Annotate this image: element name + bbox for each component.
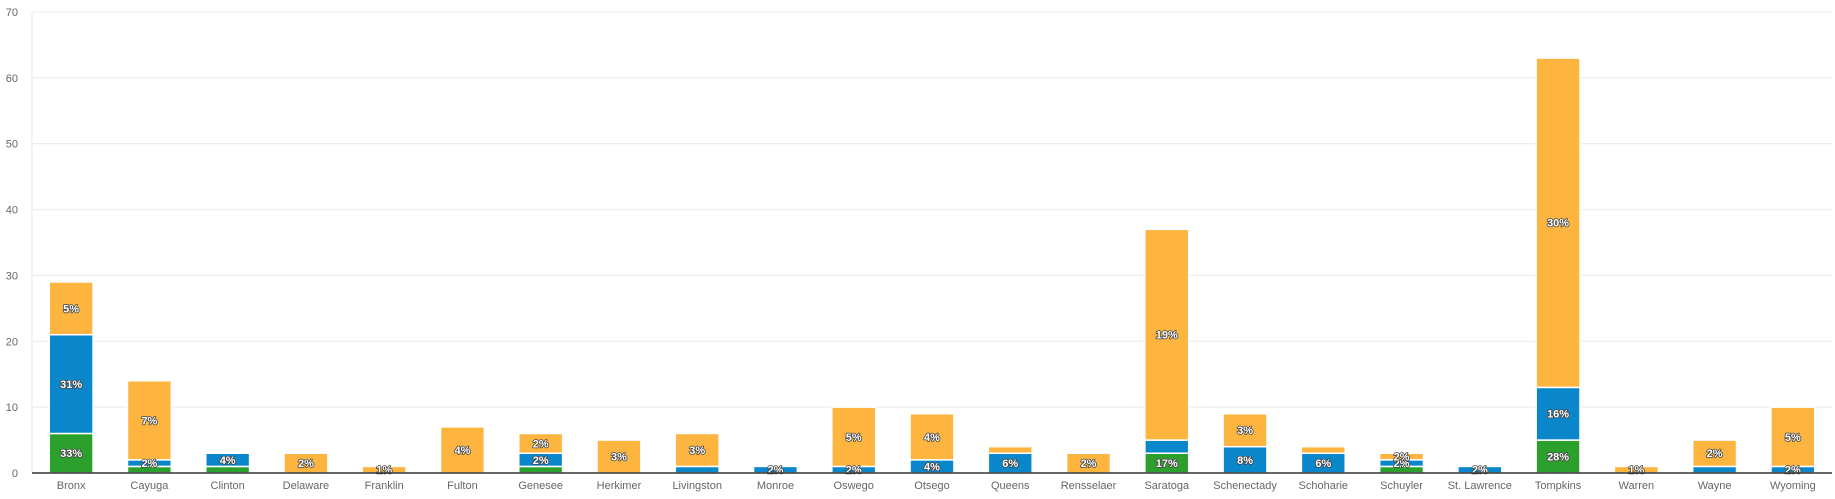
axes: 0 10 20 30 40 50 60 70 Bronx Cayuga Clinton Delawar… xyxy=(6,7,1832,492)
x-tick-label: Otsego xyxy=(914,480,949,492)
y-tick-label: 10 xyxy=(6,402,18,414)
bar-segment-tompkins-s2[interactable] xyxy=(1535,57,1581,389)
x-tick-label: Schoharie xyxy=(1299,480,1349,492)
bar-segment-wyoming-s2[interactable] xyxy=(1770,406,1816,468)
bar-segment-genesee-s2[interactable] xyxy=(518,432,564,454)
data-label: 2% xyxy=(846,465,862,477)
data-label: 2% xyxy=(1394,452,1410,464)
data-label: 8% xyxy=(1237,455,1253,467)
bar-segment-schuyler-s2[interactable] xyxy=(1378,452,1425,461)
data-label: 30% xyxy=(1547,218,1569,230)
data-label: 5% xyxy=(63,303,79,315)
bar-segment-herkimer-s2[interactable] xyxy=(596,439,642,474)
data-label: 7% xyxy=(141,415,157,427)
data-label: 2% xyxy=(533,438,549,450)
bar-segment-bronx-s2[interactable] xyxy=(48,281,94,336)
x-tick-label: St. Lawrence xyxy=(1448,480,1512,492)
bar-segment-oswego-s2[interactable] xyxy=(831,406,877,468)
x-tick-label: Bronx xyxy=(57,480,86,492)
data-label: 4% xyxy=(924,432,940,444)
x-tick-label: Genesee xyxy=(518,480,563,492)
x-tick-label: Herkimer xyxy=(597,480,642,492)
y-tick-label: 70 xyxy=(6,7,18,19)
data-label: 2% xyxy=(533,455,549,467)
data-label: 28% xyxy=(1547,452,1569,464)
data-label: 3% xyxy=(689,445,705,457)
bar-segment-cayuga-s2[interactable] xyxy=(126,380,173,461)
data-label: 2% xyxy=(1707,448,1723,460)
data-label: 2% xyxy=(1785,465,1801,477)
bars xyxy=(48,57,1816,474)
x-tick-label: Clinton xyxy=(211,480,245,492)
x-tick-label: Franklin xyxy=(365,480,404,492)
data-label: 3% xyxy=(1237,425,1253,437)
x-tick-label: Oswego xyxy=(834,480,874,492)
bar-segment-livingston-s1[interactable] xyxy=(674,465,720,474)
x-tick-label: Saratoga xyxy=(1144,480,1190,492)
bar-segment-bronx-s1[interactable] xyxy=(48,333,94,435)
x-tick-label: Rensselaer xyxy=(1061,480,1117,492)
bar-segment-queens-s2[interactable] xyxy=(987,445,1033,454)
data-label: 4% xyxy=(924,461,940,473)
data-label: 2% xyxy=(1394,458,1410,470)
data-label: 2% xyxy=(1472,465,1488,477)
x-tick-label: Cayuga xyxy=(130,480,169,492)
x-tick-label: Schenectady xyxy=(1213,480,1277,492)
y-tick-label: 40 xyxy=(6,205,18,217)
y-tick-label: 60 xyxy=(6,73,18,85)
data-label: 3% xyxy=(611,452,627,464)
bar-segment-livingston-s2[interactable] xyxy=(674,432,720,468)
x-tick-label: Livingston xyxy=(672,480,722,492)
data-label: 1% xyxy=(376,465,392,477)
x-tick-label: Wayne xyxy=(1698,480,1732,492)
data-labels: 33%31%5%2%7%4% 2%1%4%2%2%3%3%2% 2%5%4%4%6%… xyxy=(59,217,1802,478)
x-tick-label: Wyoming xyxy=(1770,480,1816,492)
data-label: 4% xyxy=(220,455,236,467)
data-label: 2% xyxy=(1081,458,1097,470)
x-tick-label: Fulton xyxy=(447,480,478,492)
bar-segment-genesee-s0[interactable] xyxy=(518,465,564,474)
bar-segment-fulton-s2[interactable] xyxy=(439,426,486,474)
bar-segment-otsego-s2[interactable] xyxy=(909,412,955,461)
data-label: 33% xyxy=(60,448,82,460)
data-label: 2% xyxy=(768,465,784,477)
data-label: 2% xyxy=(141,458,157,470)
bar-segment-clinton-s0[interactable] xyxy=(204,465,251,474)
x-tick-label: Monroe xyxy=(757,480,794,492)
data-label: 2% xyxy=(298,458,314,470)
bar-segment-wayne-s1[interactable] xyxy=(1691,465,1738,474)
data-label: 16% xyxy=(1547,409,1569,421)
x-tick-label: Queens xyxy=(991,480,1030,492)
data-label: 5% xyxy=(1785,432,1801,444)
y-tick-label: 50 xyxy=(6,139,18,151)
data-label: 17% xyxy=(1156,458,1178,470)
data-label: 19% xyxy=(1156,330,1178,342)
x-tick-label: Tompkins xyxy=(1535,480,1582,492)
data-label: 6% xyxy=(1002,458,1018,470)
bar-segment-wayne-s2[interactable] xyxy=(1691,439,1738,468)
data-label: 5% xyxy=(846,432,862,444)
x-tick-label: Warren xyxy=(1619,480,1655,492)
data-label: 31% xyxy=(60,379,82,391)
y-tick-label: 30 xyxy=(6,270,18,282)
x-tick-label: Delaware xyxy=(283,480,329,492)
data-label: 4% xyxy=(454,445,470,457)
bar-segment-tompkins-s1[interactable] xyxy=(1535,386,1581,441)
x-tick-label: Schuyler xyxy=(1380,480,1423,492)
y-tick-label: 0 xyxy=(12,468,18,480)
data-label: 1% xyxy=(1628,465,1644,477)
bar-segment-schoharie-s2[interactable] xyxy=(1300,445,1346,454)
y-tick-label: 20 xyxy=(6,336,18,348)
bar-segment-schenectady-s2[interactable] xyxy=(1222,412,1268,448)
bar-segment-saratoga-s2[interactable] xyxy=(1144,228,1190,441)
bar-segment-saratoga-s1[interactable] xyxy=(1144,439,1190,454)
grid-lines xyxy=(32,11,1832,408)
data-label: 6% xyxy=(1315,458,1331,470)
bar-segment-tompkins-s0[interactable] xyxy=(1535,439,1581,474)
bar-segment-clinton-s1[interactable] xyxy=(204,452,251,468)
